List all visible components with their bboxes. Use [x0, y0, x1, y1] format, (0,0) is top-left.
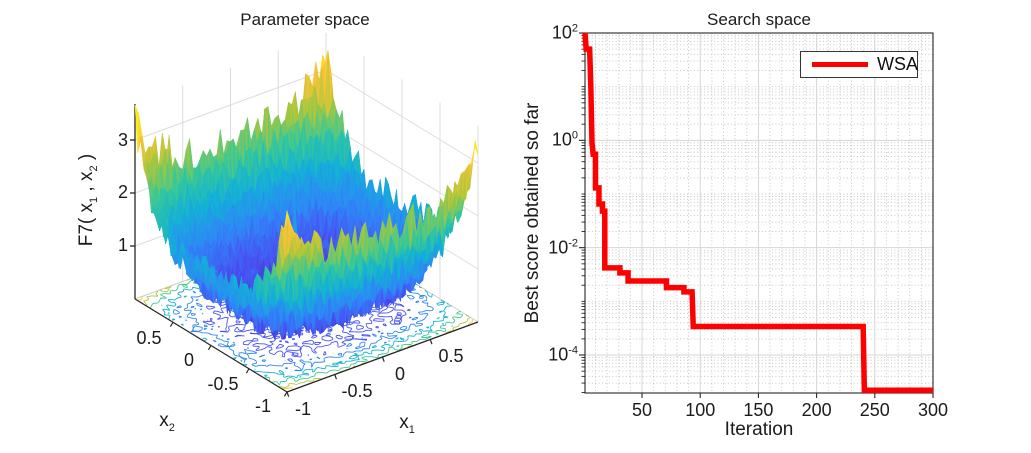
- iteration-tick-label: 250: [859, 400, 890, 420]
- zlabel-sub1: 1: [87, 196, 100, 203]
- legend-label: WSA: [877, 54, 919, 74]
- left-plot-title: Parameter space: [240, 10, 370, 29]
- y-tick-exponent: -2: [568, 237, 578, 250]
- surface-canvas: [0, 0, 520, 453]
- left-plot-ylabel: x2: [159, 410, 175, 434]
- parameter-space-plot: Parameter space F7( x1 , x2 ) x2 x1 -1 -0…: [0, 0, 520, 453]
- y-tick-base: 10: [551, 22, 572, 43]
- score-tick-label: 10-4: [548, 345, 578, 366]
- x1-tick-label: -0.5: [341, 381, 373, 402]
- zlabel-part: , x: [76, 171, 97, 197]
- legend: WSA: [800, 51, 918, 78]
- score-tick-label: 100: [552, 130, 578, 151]
- left-plot-xlabel: x1: [399, 412, 415, 436]
- x2-tick-label: 0.5: [136, 328, 162, 349]
- z-tick-label: 3: [117, 130, 128, 151]
- zlabel-part: ): [76, 153, 97, 166]
- y-tick-exponent: -4: [568, 344, 578, 357]
- iteration-tick-label: 50: [632, 400, 653, 420]
- x1-tick-label: -1: [294, 399, 312, 420]
- x2-tick-label: 0: [183, 350, 195, 371]
- iteration-tick-label: 150: [743, 400, 774, 420]
- z-tick-label: 2: [117, 182, 128, 203]
- ylabel-base: x: [159, 410, 169, 432]
- right-plot-xlabel: Iteration: [724, 419, 794, 440]
- y-tick-base: 10: [551, 129, 572, 150]
- y-tick-base: 10: [548, 237, 569, 258]
- score-tick-label: 102: [552, 23, 578, 44]
- iteration-tick-label: 300: [917, 400, 949, 420]
- x1-tick-label: 0: [394, 364, 406, 385]
- xlabel-base: x: [399, 412, 409, 434]
- score-tick-label: 10-2: [548, 237, 578, 258]
- x1-tick-label: 0.5: [438, 346, 464, 367]
- zlabel-part: F7( x: [76, 202, 97, 247]
- iteration-tick-label: 100: [685, 400, 716, 420]
- y-tick-base: 10: [548, 344, 569, 365]
- iteration-tick-label: 200: [801, 400, 832, 420]
- x2-tick-label: -0.5: [207, 374, 239, 395]
- left-plot-zlabel: F7( x1 , x2 ): [76, 50, 100, 350]
- convergence-canvas: [520, 0, 1031, 453]
- zlabel-sub2: 2: [87, 165, 100, 172]
- xlabel-sub: 1: [408, 423, 415, 436]
- y-tick-exponent: 2: [571, 22, 578, 35]
- ylabel-sub: 2: [168, 421, 175, 434]
- right-plot-ylabel: Best score obtained so far: [522, 102, 543, 324]
- legend-line-sample: [812, 62, 868, 67]
- y-tick-exponent: 0: [571, 129, 578, 142]
- x2-tick-label: -1: [254, 396, 272, 417]
- right-plot-title: Search space: [707, 10, 811, 29]
- search-space-plot: Search space Best score obtained so far …: [520, 0, 1031, 453]
- z-tick-label: 1: [117, 235, 128, 256]
